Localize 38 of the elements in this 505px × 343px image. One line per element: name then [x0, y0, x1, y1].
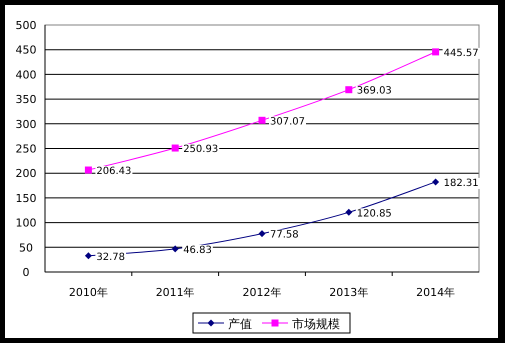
y-tick-label: 250 — [16, 142, 36, 156]
legend-label: 市场规模 — [292, 317, 340, 331]
y-tick-label: 50 — [19, 241, 33, 254]
point — [258, 230, 266, 238]
data-label: 369.03 — [356, 86, 392, 97]
point — [84, 252, 92, 260]
data-label: 206.43 — [96, 166, 132, 178]
point — [345, 86, 352, 94]
y-tick-label: 400 — [16, 68, 36, 82]
point — [432, 48, 440, 56]
data-label: 46.83 — [183, 244, 212, 256]
data-label: 445.57 — [444, 48, 479, 59]
y-tick-label: 300 — [16, 118, 36, 131]
point — [172, 144, 179, 152]
data-label: 307.07 — [270, 116, 305, 128]
x-tick-label: 2011年 — [156, 286, 195, 299]
x-tick-label: 2013年 — [329, 286, 368, 299]
y-tick-label: 350 — [16, 93, 36, 106]
x-tick-label: 2014年 — [416, 286, 456, 299]
data-label: 182.31 — [444, 178, 479, 189]
y-tick-label: 450 — [16, 44, 36, 57]
point — [432, 178, 440, 186]
data-label: 120.85 — [356, 208, 392, 220]
y-tick-label: 150 — [16, 192, 36, 205]
point — [172, 245, 179, 252]
y-tick-label: 100 — [16, 216, 36, 230]
y-tick-label: 500 — [16, 19, 36, 32]
x-tick-label: 2010年 — [68, 286, 108, 299]
legend-label: 产值 — [228, 317, 252, 331]
y-tick-label: 0 — [22, 266, 30, 279]
x-tick-label: 2012年 — [242, 286, 282, 299]
data-label: 32.78 — [96, 252, 126, 263]
data-label: 77.58 — [270, 230, 299, 241]
data-label: 250.93 — [183, 144, 218, 156]
y-tick-label: 200 — [16, 167, 36, 180]
point — [258, 116, 266, 124]
point — [345, 208, 352, 216]
point — [84, 166, 92, 174]
